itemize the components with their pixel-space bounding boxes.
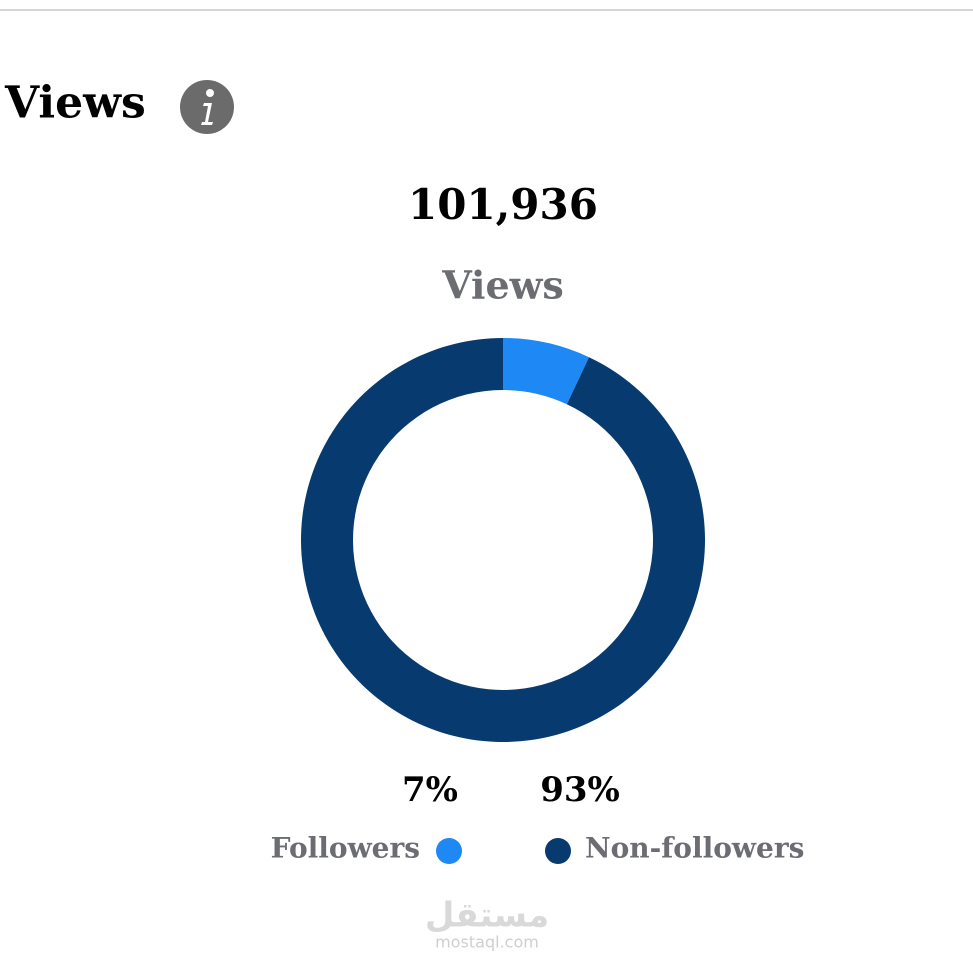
legend-label: Non-followers	[585, 832, 804, 865]
total-label: Views	[441, 263, 564, 308]
value-label: 7%	[402, 770, 458, 810]
legend-swatch	[545, 838, 571, 864]
total-views: 101,936	[408, 180, 598, 229]
section-title: Views	[4, 78, 146, 129]
info-icon[interactable]	[180, 80, 234, 134]
donut-segment	[503, 338, 590, 405]
watermark-arabic: مستقل	[425, 896, 549, 936]
watermark-latin: mostaql.com	[435, 933, 539, 952]
legend-label: Followers	[271, 832, 420, 865]
donut-segment	[301, 338, 705, 742]
legend-swatch	[436, 838, 462, 864]
value-label: 93%	[540, 770, 620, 810]
